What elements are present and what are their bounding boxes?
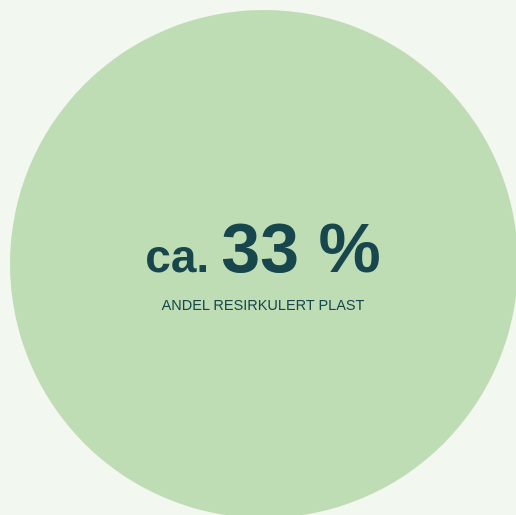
stat-text: ca. 33 % (145, 209, 381, 287)
circle (10, 10, 516, 515)
stat-prefix: ca. (145, 230, 209, 282)
stat-value: 33 % (221, 209, 381, 287)
stat-label: ANDEL RESIRKULERT PLAST (162, 298, 365, 314)
